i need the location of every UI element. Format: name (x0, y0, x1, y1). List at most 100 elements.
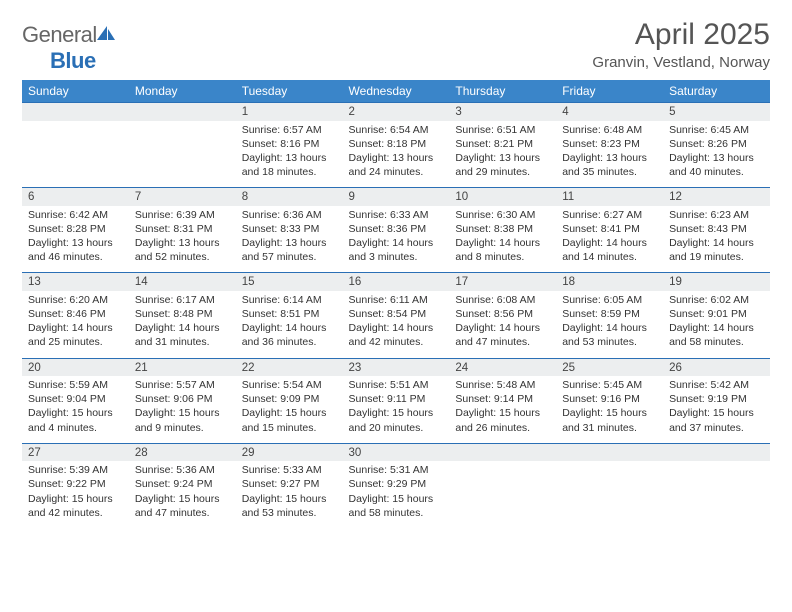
calendar-header-row: SundayMondayTuesdayWednesdayThursdayFrid… (22, 80, 770, 103)
date-cell: 15 (236, 273, 343, 291)
weekday-header: Monday (129, 80, 236, 103)
detail-cell: Sunrise: 5:51 AMSunset: 9:11 PMDaylight:… (343, 376, 450, 443)
sunrise-line: Sunrise: 6:51 AM (455, 123, 550, 137)
sunset-line: Sunset: 9:29 PM (349, 477, 444, 491)
date-cell: 13 (22, 273, 129, 291)
date-cell: 22 (236, 358, 343, 376)
sunset-line: Sunset: 9:16 PM (562, 392, 657, 406)
daylight-line: Daylight: 15 hours and 9 minutes. (135, 406, 230, 434)
header: General Blue April 2025 Granvin, Vestlan… (22, 18, 770, 74)
date-cell: 10 (449, 188, 556, 206)
detail-cell: Sunrise: 5:48 AMSunset: 9:14 PMDaylight:… (449, 376, 556, 443)
calendar-page: General Blue April 2025 Granvin, Vestlan… (0, 0, 792, 538)
detail-cell: Sunrise: 5:42 AMSunset: 9:19 PMDaylight:… (663, 376, 770, 443)
date-cell: 17 (449, 273, 556, 291)
detail-cell: Sunrise: 5:59 AMSunset: 9:04 PMDaylight:… (22, 376, 129, 443)
sunrise-line: Sunrise: 6:08 AM (455, 293, 550, 307)
sunrise-line: Sunrise: 6:27 AM (562, 208, 657, 222)
weekday-header: Saturday (663, 80, 770, 103)
page-title: April 2025 (592, 18, 770, 52)
date-row: 6789101112 (22, 188, 770, 206)
daylight-line: Daylight: 15 hours and 31 minutes. (562, 406, 657, 434)
detail-cell: Sunrise: 5:45 AMSunset: 9:16 PMDaylight:… (556, 376, 663, 443)
sunset-line: Sunset: 8:54 PM (349, 307, 444, 321)
location-label: Granvin, Vestland, Norway (592, 54, 770, 71)
sunrise-line: Sunrise: 5:59 AM (28, 378, 123, 392)
weekday-header: Sunday (22, 80, 129, 103)
daylight-line: Daylight: 14 hours and 31 minutes. (135, 321, 230, 349)
detail-cell: Sunrise: 6:02 AMSunset: 9:01 PMDaylight:… (663, 291, 770, 358)
sunrise-line: Sunrise: 5:31 AM (349, 463, 444, 477)
daylight-line: Daylight: 13 hours and 18 minutes. (242, 151, 337, 179)
date-row: 20212223242526 (22, 358, 770, 376)
date-row: 12345 (22, 103, 770, 121)
detail-cell: Sunrise: 6:42 AMSunset: 8:28 PMDaylight:… (22, 206, 129, 273)
sunrise-line: Sunrise: 5:57 AM (135, 378, 230, 392)
detail-cell: Sunrise: 6:33 AMSunset: 8:36 PMDaylight:… (343, 206, 450, 273)
date-cell: 29 (236, 443, 343, 461)
sunset-line: Sunset: 8:33 PM (242, 222, 337, 236)
daylight-line: Daylight: 13 hours and 40 minutes. (669, 151, 764, 179)
date-cell: 14 (129, 273, 236, 291)
detail-row: Sunrise: 5:59 AMSunset: 9:04 PMDaylight:… (22, 376, 770, 443)
detail-cell: Sunrise: 6:39 AMSunset: 8:31 PMDaylight:… (129, 206, 236, 273)
date-cell: 26 (663, 358, 770, 376)
date-cell: 28 (129, 443, 236, 461)
daylight-line: Daylight: 15 hours and 58 minutes. (349, 492, 444, 520)
daylight-line: Daylight: 15 hours and 4 minutes. (28, 406, 123, 434)
date-cell: 19 (663, 273, 770, 291)
sunrise-line: Sunrise: 6:11 AM (349, 293, 444, 307)
detail-cell: Sunrise: 6:20 AMSunset: 8:46 PMDaylight:… (22, 291, 129, 358)
daylight-line: Daylight: 14 hours and 47 minutes. (455, 321, 550, 349)
sunrise-line: Sunrise: 6:45 AM (669, 123, 764, 137)
sunrise-line: Sunrise: 5:48 AM (455, 378, 550, 392)
detail-cell (449, 461, 556, 528)
detail-row: Sunrise: 6:20 AMSunset: 8:46 PMDaylight:… (22, 291, 770, 358)
sunrise-line: Sunrise: 6:54 AM (349, 123, 444, 137)
sunrise-line: Sunrise: 5:36 AM (135, 463, 230, 477)
detail-cell (129, 121, 236, 188)
date-cell: 11 (556, 188, 663, 206)
daylight-line: Daylight: 14 hours and 19 minutes. (669, 236, 764, 264)
detail-row: Sunrise: 6:57 AMSunset: 8:16 PMDaylight:… (22, 121, 770, 188)
sunset-line: Sunset: 8:51 PM (242, 307, 337, 321)
title-block: April 2025 Granvin, Vestland, Norway (592, 18, 770, 71)
date-cell: 7 (129, 188, 236, 206)
sunset-line: Sunset: 9:22 PM (28, 477, 123, 491)
daylight-line: Daylight: 15 hours and 20 minutes. (349, 406, 444, 434)
sunrise-line: Sunrise: 6:05 AM (562, 293, 657, 307)
daylight-line: Daylight: 14 hours and 25 minutes. (28, 321, 123, 349)
daylight-line: Daylight: 14 hours and 53 minutes. (562, 321, 657, 349)
daylight-line: Daylight: 15 hours and 42 minutes. (28, 492, 123, 520)
sunrise-line: Sunrise: 6:33 AM (349, 208, 444, 222)
sunset-line: Sunset: 8:48 PM (135, 307, 230, 321)
date-cell: 9 (343, 188, 450, 206)
daylight-line: Daylight: 15 hours and 15 minutes. (242, 406, 337, 434)
sunset-line: Sunset: 8:31 PM (135, 222, 230, 236)
sunset-line: Sunset: 9:27 PM (242, 477, 337, 491)
date-cell: 21 (129, 358, 236, 376)
date-cell: 12 (663, 188, 770, 206)
sunrise-line: Sunrise: 5:39 AM (28, 463, 123, 477)
daylight-line: Daylight: 13 hours and 52 minutes. (135, 236, 230, 264)
date-cell (556, 443, 663, 461)
brand-name: General Blue (22, 22, 115, 74)
calendar-table: SundayMondayTuesdayWednesdayThursdayFrid… (22, 80, 770, 528)
sunrise-line: Sunrise: 6:14 AM (242, 293, 337, 307)
sunset-line: Sunset: 8:26 PM (669, 137, 764, 151)
sunset-line: Sunset: 8:56 PM (455, 307, 550, 321)
detail-row: Sunrise: 5:39 AMSunset: 9:22 PMDaylight:… (22, 461, 770, 528)
daylight-line: Daylight: 15 hours and 26 minutes. (455, 406, 550, 434)
weekday-header: Thursday (449, 80, 556, 103)
daylight-line: Daylight: 14 hours and 36 minutes. (242, 321, 337, 349)
detail-row: Sunrise: 6:42 AMSunset: 8:28 PMDaylight:… (22, 206, 770, 273)
sunrise-line: Sunrise: 6:39 AM (135, 208, 230, 222)
brand-logo: General Blue (22, 18, 115, 74)
sunrise-line: Sunrise: 5:42 AM (669, 378, 764, 392)
date-cell: 30 (343, 443, 450, 461)
date-cell: 2 (343, 103, 450, 121)
detail-cell: Sunrise: 6:08 AMSunset: 8:56 PMDaylight:… (449, 291, 556, 358)
detail-cell: Sunrise: 5:39 AMSunset: 9:22 PMDaylight:… (22, 461, 129, 528)
sunrise-line: Sunrise: 5:51 AM (349, 378, 444, 392)
daylight-line: Daylight: 13 hours and 57 minutes. (242, 236, 337, 264)
